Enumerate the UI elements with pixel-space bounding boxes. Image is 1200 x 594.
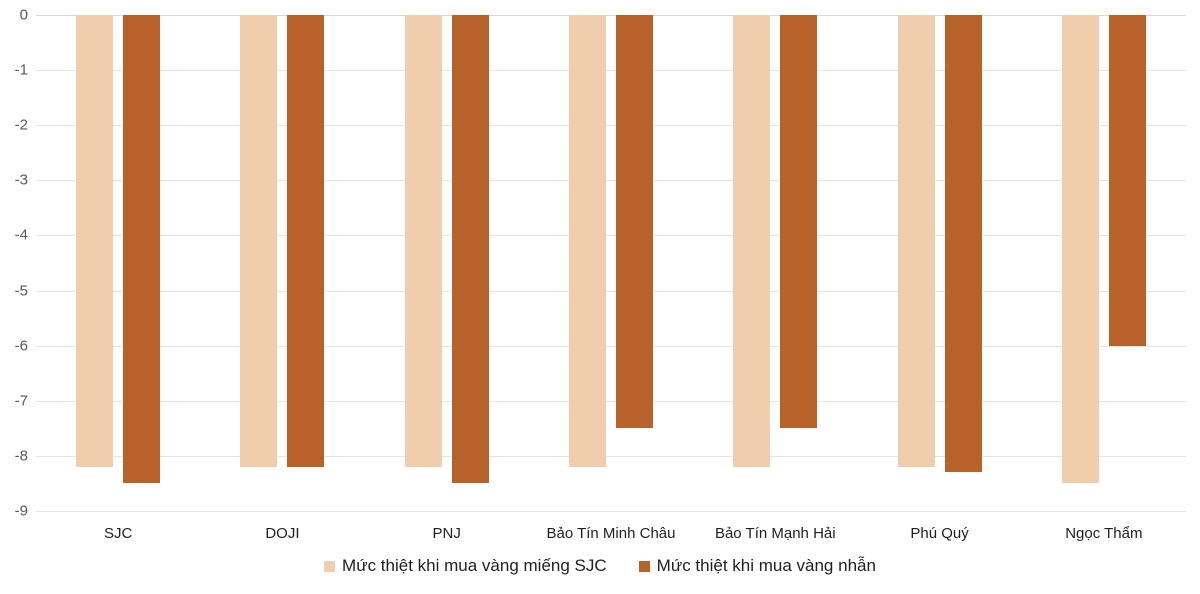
legend-label: Mức thiệt khi mua vàng miếng SJC <box>342 556 607 575</box>
bar-group <box>693 15 857 511</box>
bar-pair <box>1061 15 1146 484</box>
legend-swatch-icon <box>324 560 336 572</box>
x-tick-label: SJC <box>103 525 133 542</box>
bar-series2 <box>287 15 325 467</box>
y-tick-label: -8 <box>14 447 28 465</box>
y-tick-label: 0 <box>19 6 28 24</box>
bar-pair <box>404 15 489 484</box>
bar-series1 <box>733 15 771 467</box>
bar-series2 <box>123 15 161 484</box>
y-tick-label: -2 <box>14 116 28 134</box>
x-tick-label: Phú Quý <box>910 525 969 542</box>
legend-label: Mức thiệt khi mua vàng nhẫn <box>656 556 876 575</box>
legend-item: Mức thiệt khi mua vàng nhẫn <box>638 556 876 576</box>
y-tick-label: -9 <box>14 502 28 520</box>
bar-series2 <box>1108 15 1146 346</box>
bar-series2 <box>615 15 653 429</box>
x-tick-label: Bảo Tín Mạnh Hải <box>714 525 836 542</box>
legend-swatch-icon <box>638 560 650 572</box>
bar-group <box>200 15 364 511</box>
gridline <box>36 125 1186 127</box>
x-tick-label: Bảo Tín Minh Châu <box>546 525 676 542</box>
plot-area <box>36 15 1186 512</box>
bar-group <box>36 15 200 511</box>
bar-groups <box>36 15 1186 511</box>
y-tick-label: -1 <box>14 61 28 79</box>
bar-pair <box>240 15 325 467</box>
bar-series1 <box>404 15 442 467</box>
gridline <box>36 511 1186 512</box>
gridline <box>36 70 1186 72</box>
gridline <box>36 15 1186 16</box>
bar-group <box>365 15 529 511</box>
bar-series1 <box>76 15 114 467</box>
x-tick-label: Ngọc Thẩm <box>1065 525 1143 542</box>
y-tick-label: -4 <box>14 226 28 244</box>
x-tick-label: DOJI <box>265 525 300 542</box>
bar-pair <box>897 15 982 473</box>
bar-series2 <box>451 15 489 484</box>
gridline <box>36 180 1186 182</box>
x-axis-tick-labels: SJC DOJI PNJ Bảo Tín Minh Châu Bảo Tín Mạnh … <box>36 524 1186 544</box>
y-tick-label: -6 <box>14 337 28 355</box>
bar-series1 <box>568 15 606 467</box>
bar-group <box>1022 15 1186 511</box>
gridline <box>36 235 1186 237</box>
y-tick-label: -3 <box>14 171 28 189</box>
gridline <box>36 290 1186 292</box>
gridline <box>36 455 1186 457</box>
bar-series1 <box>1061 15 1099 484</box>
y-tick-label: -7 <box>14 392 28 410</box>
y-tick-label: -5 <box>14 282 28 300</box>
legend-item: Mức thiệt khi mua vàng miếng SJC <box>324 556 607 576</box>
bar-series1 <box>240 15 278 467</box>
bar-pair <box>733 15 818 467</box>
x-tick-label: PNJ <box>432 525 461 542</box>
bar-series2 <box>944 15 982 473</box>
gridline <box>36 400 1186 402</box>
bar-group <box>529 15 693 511</box>
bar-group <box>857 15 1021 511</box>
legend: Mức thiệt khi mua vàng miếng SJC Mức thiệ… <box>0 556 1200 576</box>
bar-pair <box>568 15 653 467</box>
gridline <box>36 345 1186 347</box>
y-axis-tick-labels: 0 -1 -2 -3 -4 -5 -6 -7 -8 -9 <box>0 8 28 519</box>
bar-series2 <box>780 15 818 429</box>
bar-series1 <box>897 15 935 467</box>
bar-pair <box>76 15 161 484</box>
